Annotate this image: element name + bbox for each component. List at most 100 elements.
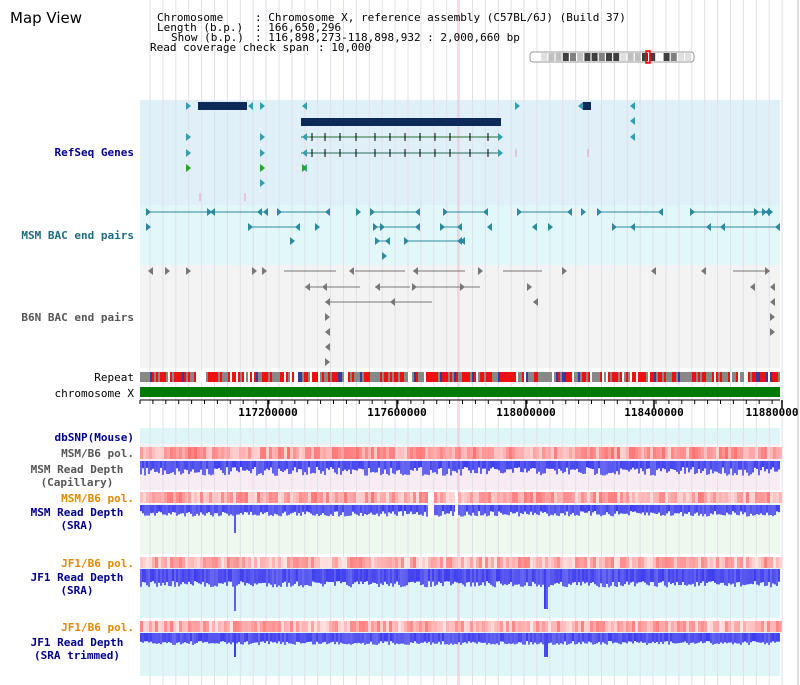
track-label-jf1-depth-trim-2[interactable]: (SRA trimmed) [33,649,121,662]
msm-b6-pol-cell [515,492,518,503]
jf1-b6-pol-cell [146,557,149,568]
msm-b6-pol-cell [764,492,767,503]
msm-b6-pol-cell [407,492,410,503]
track-label-msm-depth-cap-2[interactable]: (Capillary) [40,476,114,489]
jf1-b6-pol-2-cell [560,621,563,632]
msm-sra-depth-bar [170,505,172,515]
msm-pol-gray-cell [644,447,647,459]
chromosome-ideogram[interactable] [530,52,694,62]
jf1-sra-depth-bar [774,569,776,585]
ideogram-band [613,53,620,61]
msm-sra-depth-bar [604,505,606,515]
msm-sra-depth-bar [316,505,318,514]
track-label-b6n-bac[interactable]: B6N BAC end pairs [21,311,134,324]
jf1-trim-depth-bar [776,633,778,642]
jf1-sra-depth-bar [324,569,326,585]
track-label-msm-depth-sra-2[interactable]: (SRA) [60,519,94,532]
jf1-sra-depth-bar [618,569,620,582]
jf1-trim-depth-bar [396,633,398,644]
jf1-b6-pol-2-cell [767,621,770,632]
msm-sra-depth-bar [188,505,190,513]
msm-pol-gray-cell [464,447,467,459]
msm-pol-gray-cell [386,447,389,459]
msm-pol-gray-cell [560,447,563,459]
msm-cap-depth-bar [490,461,492,469]
jf1-sra-depth-bar [740,569,742,587]
jf1-trim-depth-bar [202,633,204,643]
track-label-jf1-depth-trim-1[interactable]: JF1 Read Depth [30,636,124,649]
jf1-trim-depth-bar [362,633,364,643]
gene-arrow-green [302,164,307,172]
b6n-arrow [165,267,170,275]
track-label-jf1-depth-sra-2[interactable]: (SRA) [60,584,94,597]
msm-pol-gray-cell [671,447,674,459]
msm-sra-depth-bar [326,505,328,516]
msm-cap-depth-bar [658,461,660,469]
jf1-sra-depth-bar [260,569,262,584]
msm-b6-pol-cell [440,492,443,503]
msm-pol-gray-cell [428,447,431,459]
jf1-b6-pol-cell [170,557,173,568]
jf1-b6-pol-cell [641,557,644,568]
msm-b6-pol-cell [203,492,206,503]
repeat-cell [570,372,572,382]
track-label-msm-bac[interactable]: MSM BAC end pairs [21,229,134,242]
track-label-jf1-depth-sra-1[interactable]: JF1 Read Depth [30,571,124,584]
msm-cap-depth-bar [626,461,628,471]
track-label-msm-depth-sra-1[interactable]: MSM Read Depth [30,506,124,519]
jf1-trim-depth-bar [392,633,394,643]
msm-cap-depth-bar [504,461,506,473]
bac-arrow [548,223,553,231]
jf1-sra-depth-bar [464,569,466,587]
msm-pol-gray-cell [542,447,545,459]
msm-cap-depth-bar [568,461,570,475]
jf1-b6-pol-2-cell [320,621,323,632]
msm-cap-depth-bar [754,461,756,468]
jf1-sra-depth-bar [588,569,590,586]
repeat-cell [190,372,192,382]
track-label-jf1-b6-pol[interactable]: JF1/B6 pol. [61,557,134,570]
msm-cap-depth-bar [776,461,778,472]
msm-sra-depth-bar [294,505,296,512]
repeat-cell [442,372,444,382]
track-label-msm-depth-cap-1[interactable]: MSM Read Depth [30,463,124,476]
jf1-trim-depth-bar [280,633,282,645]
msm-cap-depth-bar [438,461,440,469]
msm-pol-gray-cell [605,447,608,459]
track-label-dbsnp[interactable]: dbSNP(Mouse) [54,431,134,444]
jf1-trim-depth-bar [592,633,594,645]
repeat-cell [650,372,652,382]
track-label-refseq-genes[interactable]: RefSeq Genes [54,146,134,159]
track-label-msm-b6-pol-gray[interactable]: MSM/B6 pol. [61,447,134,460]
jf1-b6-pol-cell [197,557,200,568]
repeat-cell [492,372,494,382]
jf1-b6-pol-cell [443,557,446,568]
jf1-b6-pol-2-cell [257,621,260,632]
jf1-trim-depth-bar [320,633,322,644]
msm-sra-depth-bar [618,505,620,515]
msm-sra-depth-bar [584,505,586,513]
jf1-b6-pol-2-cell [617,621,620,632]
msm-pol-gray-cell [737,447,740,459]
jf1-sra-depth-bar [208,569,210,585]
jf1-sra-depth-bar [322,569,324,587]
ideogram-band [627,53,634,61]
jf1-b6-pol-cell [584,557,587,568]
track-label-jf1-b6-pol-2[interactable]: JF1/B6 pol. [61,621,134,634]
jf1-b6-pol-2-cell [419,621,422,632]
msm-sra-depth-bar [498,505,500,512]
jf1-sra-depth-bar [736,569,738,583]
repeat-cell [338,372,340,382]
jf1-sra-depth-bar [282,569,284,583]
track-label-msm-b6-pol[interactable]: MSM/B6 pol. [61,492,134,505]
jf1-sra-depth-bar [524,569,526,586]
msm-sra-depth-bar [296,505,298,516]
msm-sra-depth-bar [740,505,742,512]
repeat-cell [504,372,506,382]
msm-sra-depth-bar [146,505,148,516]
msm-pol-gray-cell [179,447,182,459]
jf1-trim-depth-bar [364,633,366,645]
msm-pol-gray-cell [572,447,575,459]
msm-pol-gray-cell [527,447,530,459]
